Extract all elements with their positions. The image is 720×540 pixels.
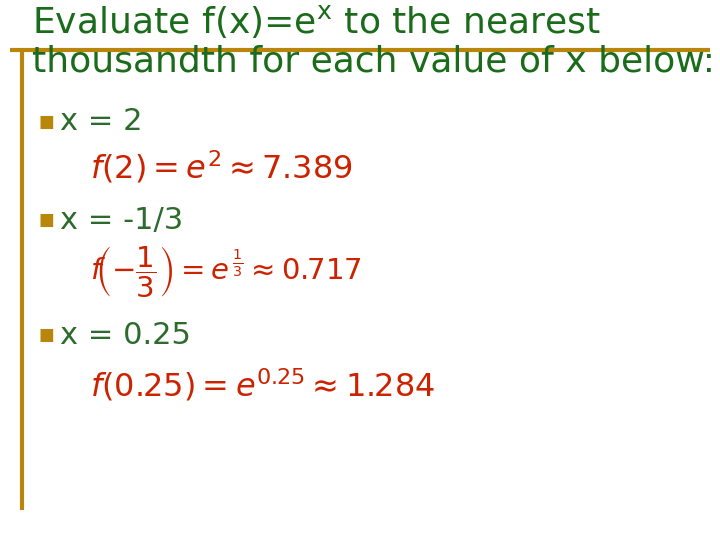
Text: ■: ■ xyxy=(38,326,54,344)
Text: $f\!\left(-\dfrac{1}{3}\right)=e^{\,\frac{1}{3}}\approx 0.717$: $f\!\left(-\dfrac{1}{3}\right)=e^{\,\fra… xyxy=(90,245,361,300)
Text: $f(0.25)=e^{0.25}\approx 1.284$: $f(0.25)=e^{0.25}\approx 1.284$ xyxy=(90,367,435,403)
Text: thousandth for each value of x below:: thousandth for each value of x below: xyxy=(32,44,715,78)
Text: x = 0.25: x = 0.25 xyxy=(60,321,191,349)
Text: $f(2)=e^{2}\approx 7.389$: $f(2)=e^{2}\approx 7.389$ xyxy=(90,148,353,185)
Text: x = 2: x = 2 xyxy=(60,107,143,137)
Text: ■: ■ xyxy=(38,211,54,229)
Text: x = -1/3: x = -1/3 xyxy=(60,206,184,234)
Text: Evaluate f(x)=e$^\mathregular{x}$ to the nearest: Evaluate f(x)=e$^\mathregular{x}$ to the… xyxy=(32,3,601,40)
Text: ■: ■ xyxy=(38,113,54,131)
